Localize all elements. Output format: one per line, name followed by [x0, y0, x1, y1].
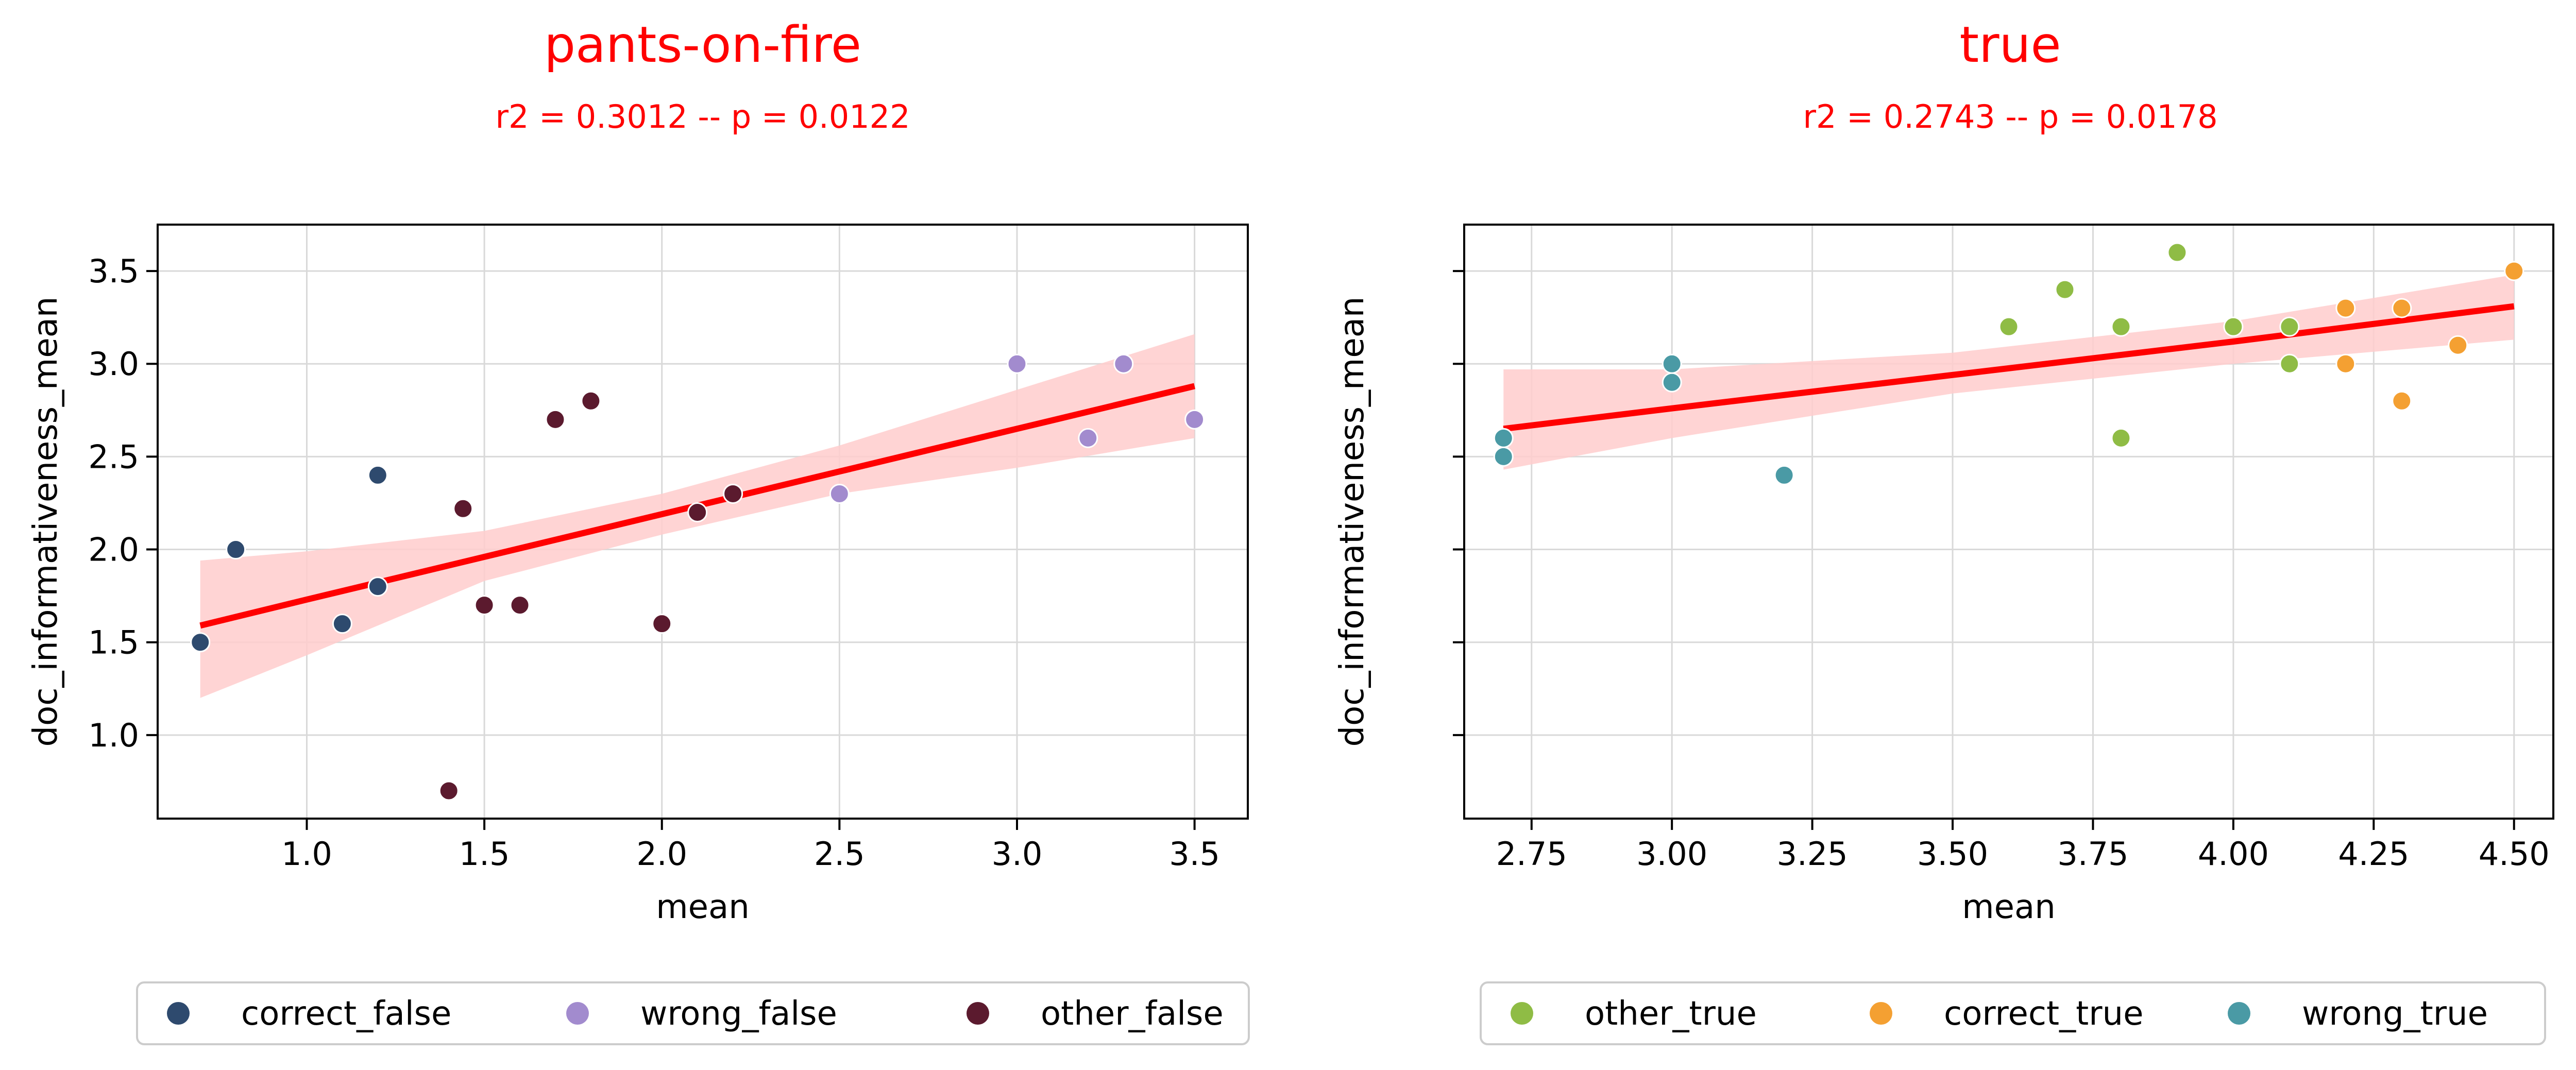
- x-tick-label: 3.5: [1169, 835, 1220, 873]
- data-point-other-false: [438, 780, 459, 801]
- data-point-other-false: [687, 502, 708, 522]
- data-point-wrong-true: [1493, 446, 1514, 467]
- data-point-other-false: [723, 483, 743, 504]
- x-tick-label: 2.0: [636, 835, 687, 873]
- confidence-band: [1503, 275, 2514, 470]
- x-tick-label: 3.50: [1917, 835, 1988, 873]
- data-point-wrong-false: [829, 483, 850, 504]
- data-point-correct-true: [2335, 298, 2356, 318]
- x-tick-label: 2.5: [814, 835, 865, 873]
- chart-panel-2: true r2 = 0.2743 -- p = 0.0178 2.75 3.00 3.2…: [1333, 16, 2554, 1045]
- y-tick-label: 3.0: [88, 345, 139, 383]
- data-point-other-true: [2223, 316, 2244, 337]
- x-tick-label: 3.00: [1636, 835, 1707, 873]
- data-point-other-false: [510, 595, 530, 616]
- x-tick-label: 3.75: [2057, 835, 2128, 873]
- x-tick-label: 1.0: [281, 835, 332, 873]
- legend-marker-other-true: [1511, 1002, 1533, 1025]
- data-point-correct-true: [2504, 261, 2524, 281]
- data-point-other-true: [2111, 316, 2131, 337]
- x-tick-label: 3.0: [992, 835, 1043, 873]
- regression-line: [199, 383, 1196, 629]
- chart-panel-1: pants-on-fire r2 = 0.3012 -- p = 0.0122 1.…: [27, 16, 1250, 1045]
- data-point-other-false: [652, 614, 672, 634]
- chart-title: pants-on-fire: [544, 16, 861, 74]
- regression-line: [1503, 303, 2515, 432]
- legend-box: [136, 981, 1250, 1045]
- data-point-other-false: [545, 409, 566, 430]
- legend-label: other_true: [1585, 995, 1757, 1033]
- y-axis-label: doc_informativeness_mean: [1333, 297, 1371, 747]
- data-point-correct-false: [190, 632, 211, 653]
- data-point-wrong-true: [1662, 353, 1682, 374]
- data-point-other-true: [2167, 242, 2188, 263]
- legend-marker-wrong-false: [566, 1002, 589, 1025]
- data-point-correct-true: [2392, 298, 2412, 318]
- data-point-wrong-false: [1007, 353, 1027, 374]
- chart-subtitle: r2 = 0.2743 -- p = 0.0178: [1803, 98, 2217, 135]
- x-axis-label: mean: [1962, 888, 2056, 926]
- data-point-other-true: [2111, 428, 2131, 448]
- legend-box: [1480, 981, 2546, 1045]
- legend: other_true correct_true wrong_true: [1480, 981, 2546, 1045]
- y-tick-label: 2.0: [88, 531, 139, 569]
- x-tick-label: 4.50: [2479, 835, 2550, 873]
- x-axis-label: mean: [656, 888, 750, 926]
- data-point-correct-false: [367, 465, 388, 485]
- data-point-correct-true: [2335, 353, 2356, 374]
- x-tick-label: 3.25: [1777, 835, 1848, 873]
- data-point-other-true: [1998, 316, 2019, 337]
- legend-marker-wrong-true: [2228, 1002, 2250, 1025]
- legend-label: other_false: [1041, 995, 1224, 1033]
- chart-title: true: [1959, 16, 2061, 74]
- legend-label: wrong_true: [2302, 995, 2488, 1033]
- legend: correct_false wrong_false other_false: [136, 981, 1250, 1045]
- legend-marker-correct-true: [1870, 1002, 1892, 1025]
- legend-label: wrong_false: [640, 995, 837, 1033]
- data-point-correct-true: [2392, 390, 2412, 411]
- y-tick-label: 1.0: [88, 717, 139, 754]
- data-point-correct-false: [367, 576, 388, 597]
- data-point-wrong-true: [1774, 465, 1794, 485]
- y-tick-label: 1.5: [88, 624, 139, 661]
- legend-marker-other-false: [967, 1002, 989, 1025]
- x-tick-label: 4.00: [2198, 835, 2269, 873]
- data-point-correct-false: [332, 614, 352, 634]
- data-point-wrong-false: [1113, 353, 1134, 374]
- plot-frame: [157, 224, 1249, 820]
- data-point-other-true: [2279, 316, 2300, 337]
- x-tick-label: 2.75: [1496, 835, 1567, 873]
- y-tick-label: 2.5: [88, 438, 139, 475]
- data-point-wrong-false: [1184, 409, 1205, 430]
- data-point-correct-false: [226, 539, 246, 560]
- legend-label: correct_true: [1944, 995, 2143, 1033]
- data-point-other-true: [2055, 279, 2075, 300]
- data-point-wrong-false: [1078, 428, 1098, 448]
- x-tick-label: 4.25: [2338, 835, 2409, 873]
- chart-subtitle: r2 = 0.3012 -- p = 0.0122: [495, 98, 910, 135]
- data-point-other-false: [474, 595, 495, 616]
- data-point-wrong-true: [1662, 372, 1682, 393]
- data-point-correct-true: [2448, 335, 2468, 355]
- y-tick-label: 3.5: [88, 252, 139, 290]
- legend-marker-correct-false: [167, 1002, 190, 1025]
- x-tick-label: 1.5: [459, 835, 510, 873]
- y-axis-label: doc_informativeness_mean: [27, 297, 65, 747]
- data-point-other-true: [2279, 353, 2300, 374]
- plot-frame: [1463, 224, 2554, 820]
- legend-label: correct_false: [241, 995, 451, 1033]
- data-point-wrong-true: [1493, 428, 1514, 448]
- data-point-other-false: [581, 390, 601, 411]
- data-point-other-false: [453, 498, 473, 519]
